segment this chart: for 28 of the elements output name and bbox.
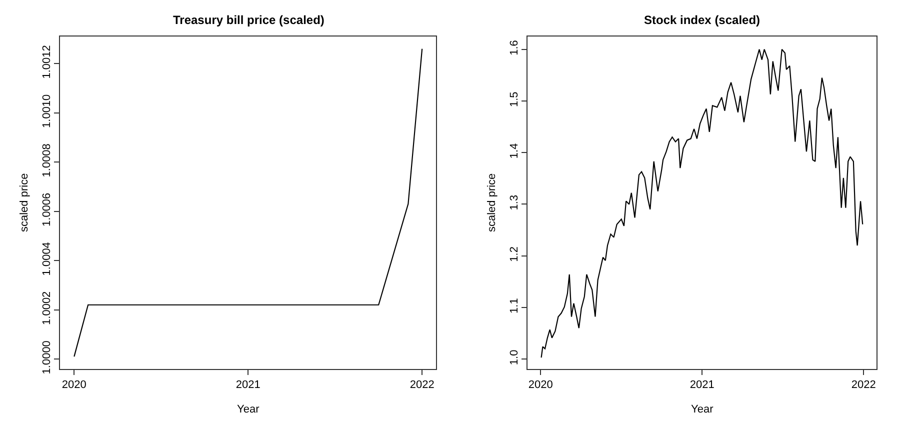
y-axis-title: scaled price <box>486 173 498 232</box>
x-tick-label: 2022 <box>410 379 434 392</box>
x-axis-title: Year <box>691 403 714 416</box>
y-tick-label: 1.6 <box>508 40 520 56</box>
y-tick-label: 1.0004 <box>40 242 53 276</box>
y-tick-label: 1.1 <box>508 298 520 314</box>
y-tick-label: 1.0 <box>508 350 520 366</box>
x-tick-label: 2021 <box>236 379 260 392</box>
chart-title: Stock index (scaled) <box>644 13 760 27</box>
y-tick-label: 1.0012 <box>40 45 53 79</box>
x-tick-label: 2020 <box>62 379 86 392</box>
x-axis-title: Year <box>237 403 260 416</box>
y-tick-label: 1.4 <box>508 143 520 159</box>
x-tick-label: 2020 <box>528 379 553 392</box>
y-tick-label: 1.0010 <box>40 94 53 128</box>
x-tick-label: 2021 <box>690 379 714 392</box>
y-tick-label: 1.2 <box>508 246 520 262</box>
y-tick-label: 1.0008 <box>40 144 53 178</box>
y-axis-title: scaled price <box>18 173 30 232</box>
y-tick-label: 1.0002 <box>40 291 53 325</box>
y-tick-label: 1.3 <box>508 194 520 210</box>
y-tick-label: 1.0000 <box>40 340 53 374</box>
x-tick-label: 2022 <box>851 379 876 392</box>
line-series <box>74 48 423 358</box>
chart-title: Treasury bill price (scaled) <box>173 13 324 27</box>
line-series <box>540 48 864 358</box>
y-tick-label: 1.0006 <box>40 192 53 226</box>
y-tick-label: 1.5 <box>508 92 520 107</box>
